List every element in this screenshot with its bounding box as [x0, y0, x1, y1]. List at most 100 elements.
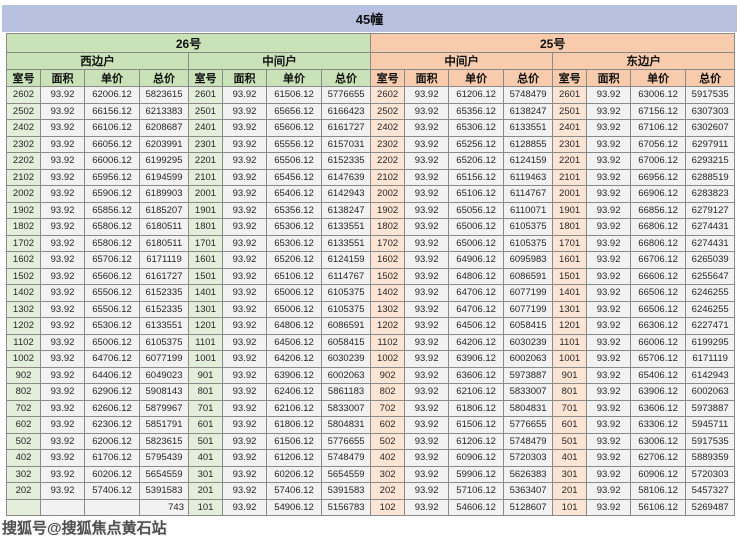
table-row: 1302 93.92 65506.12 6152335 1301 93.92 65006.1…	[6, 300, 736, 318]
unit-price-cell: 54606.12	[448, 498, 505, 516]
area-cell: 93.92	[586, 152, 632, 170]
total-price-cell: 5879967	[139, 399, 189, 417]
room-cell: 602	[6, 416, 41, 434]
area-cell: 93.92	[586, 102, 632, 120]
total-price-cell: 5908143	[139, 383, 189, 401]
room-cell: 1502	[6, 267, 41, 285]
unit-price-cell: 65256.12	[448, 135, 505, 153]
unit-price-cell: 65406.12	[630, 366, 687, 384]
area-cell: 93.92	[222, 317, 267, 335]
area-cell: 93.92	[222, 350, 267, 368]
area-cell: 93.92	[222, 201, 267, 219]
unit-price-cell: 63006.12	[630, 86, 687, 104]
total-price-cell: 5804831	[503, 399, 554, 417]
unit-east-25-header: 东边户	[552, 52, 736, 70]
total-price-cell: 5973887	[503, 366, 554, 384]
room-cell: 2602	[6, 86, 41, 104]
col-header-total-price: 总价	[139, 69, 189, 87]
area-cell: 93.92	[586, 251, 632, 269]
area-cell: 93.92	[404, 218, 450, 236]
area-cell: 93.92	[222, 185, 267, 203]
total-price-cell: 6002063	[320, 366, 372, 384]
unit-price-cell: 62706.12	[630, 449, 687, 467]
table-row: 2202 93.92 66006.12 6199295 2201 93.92 65506.1…	[6, 152, 736, 170]
total-price-cell: 6058415	[503, 317, 554, 335]
area-cell: 93.92	[586, 317, 632, 335]
unit-price-cell: 65006.12	[266, 300, 322, 318]
table-row: 602 93.92 62306.12 5851791 601 93.92 61806.12 5…	[6, 416, 736, 434]
table-row: 302 93.92 60206.12 5654559 301 93.92 60206.12 5…	[6, 465, 736, 483]
total-price-cell: 6199295	[139, 152, 189, 170]
unit-price-cell: 62006.12	[84, 432, 140, 450]
room-cell: 902	[370, 366, 406, 384]
unit-price-cell: 63606.12	[448, 366, 505, 384]
unit-price-cell: 64506.12	[448, 317, 505, 335]
room-cell: 1201	[552, 317, 588, 335]
room-cell: 502	[370, 432, 406, 450]
total-price-cell: 6105375	[139, 333, 189, 351]
unit-price-cell: 65506.12	[266, 152, 322, 170]
room-cell: 602	[370, 416, 406, 434]
total-price-cell: 6049023	[139, 366, 189, 384]
room-cell: 2201	[188, 152, 223, 170]
unit-price-cell: 58106.12	[630, 482, 687, 500]
unit-price-cell: 65506.12	[84, 284, 140, 302]
room-cell: 1401	[552, 284, 588, 302]
area-cell: 93.92	[40, 119, 85, 137]
total-price-cell: 5391583	[139, 482, 189, 500]
total-price-cell: 5156783	[320, 498, 372, 516]
total-price-cell: 6152335	[139, 300, 189, 318]
room-cell: 2202	[6, 152, 41, 170]
total-price-cell: 6283823	[685, 185, 736, 203]
table-row: 402 93.92 61706.12 5795439 401 93.92 61206.12 5…	[6, 449, 736, 467]
total-price-cell: 6171119	[685, 350, 736, 368]
area-cell: 93.92	[586, 234, 632, 252]
table-row: 2502 93.92 66156.12 6213383 2501 93.92 65656.1…	[6, 102, 736, 120]
table-row: 2302 93.92 66056.12 6203991 2301 93.92 65556.1…	[6, 135, 736, 153]
total-price-cell: 6077199	[139, 350, 189, 368]
area-cell: 93.92	[586, 185, 632, 203]
unit-price-cell: 65456.12	[266, 168, 322, 186]
unit-price-cell: 62906.12	[84, 383, 140, 401]
table-row: 502 93.92 62006.12 5823615 501 93.92 61506.12 5…	[6, 432, 736, 450]
room-cell: 701	[188, 399, 223, 417]
total-price-cell: 6307303	[685, 102, 736, 120]
unit-price-cell: 64506.12	[266, 333, 322, 351]
col-header-total-price: 总价	[685, 69, 736, 87]
area-cell: 93.92	[40, 449, 85, 467]
unit-price-cell: 61706.12	[84, 449, 140, 467]
area-cell: 93.92	[586, 267, 632, 285]
total-price-cell: 5457327	[685, 482, 736, 500]
room-cell	[6, 498, 41, 516]
total-price-cell: 6002063	[685, 383, 736, 401]
room-cell: 1201	[188, 317, 223, 335]
unit-price-cell: 61506.12	[266, 432, 322, 450]
area-cell: 93.92	[404, 102, 450, 120]
unit-middle-25-header: 中间户	[370, 52, 554, 70]
total-price-cell: 5917535	[685, 86, 736, 104]
unit-price-cell: 65406.12	[266, 185, 322, 203]
unit-price-cell: 66806.12	[630, 218, 687, 236]
room-cell: 1802	[370, 218, 406, 236]
col-header-unit-price: 单价	[266, 69, 322, 87]
unit-price-cell: 66606.12	[630, 267, 687, 285]
unit-price-cell: 63306.12	[630, 416, 687, 434]
unit-price-cell: 62106.12	[266, 399, 322, 417]
col-header-unit-price: 单价	[84, 69, 140, 87]
unit-price-cell: 66706.12	[630, 251, 687, 269]
room-cell: 701	[552, 399, 588, 417]
room-cell: 1402	[6, 284, 41, 302]
unit-price-cell: 65806.12	[84, 234, 140, 252]
area-cell: 93.92	[404, 185, 450, 203]
room-cell: 1702	[6, 234, 41, 252]
area-cell: 93.92	[404, 251, 450, 269]
room-cell: 401	[552, 449, 588, 467]
column-header-row: 室号 面积 单价 总价 室号 面积 单价 总价 室号 面积 单价 总价 室号 面…	[6, 69, 736, 87]
room-cell: 802	[370, 383, 406, 401]
total-price-cell: 6128855	[503, 135, 554, 153]
area-cell: 93.92	[40, 366, 85, 384]
unit-price-cell: 63906.12	[266, 366, 322, 384]
building-26-header: 26号	[5, 33, 372, 53]
total-price-cell: 6133551	[320, 234, 372, 252]
total-price-cell: 6105375	[503, 234, 554, 252]
